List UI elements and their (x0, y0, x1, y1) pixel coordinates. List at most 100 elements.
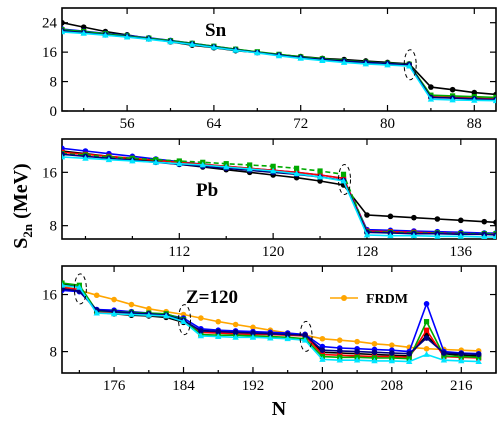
data-point (198, 328, 204, 334)
data-point (427, 95, 435, 102)
data-point (80, 29, 87, 36)
x-tick-label: 64 (206, 116, 222, 132)
x-tick-label: 184 (172, 378, 195, 394)
data-point (387, 213, 394, 220)
x-tick-label: 72 (293, 116, 308, 132)
data-point (364, 212, 370, 218)
data-point (319, 335, 326, 342)
data-point (371, 357, 378, 364)
data-point (246, 165, 253, 172)
series-line (62, 285, 479, 352)
x-tick-label: 80 (380, 116, 395, 132)
data-point (411, 214, 417, 221)
data-point (406, 358, 413, 364)
x-tick-label: 176 (103, 378, 126, 394)
data-point (316, 173, 324, 180)
data-point (475, 351, 482, 358)
x-tick-label: 56 (120, 116, 136, 132)
y-tick-label: 0 (50, 104, 58, 120)
data-point (105, 156, 113, 163)
data-point (270, 163, 276, 169)
data-point (340, 171, 347, 177)
shell-closure-marker (338, 164, 352, 196)
data-point (162, 312, 170, 319)
data-point (62, 153, 66, 160)
shell-closure-marker (403, 49, 417, 81)
data-point (62, 19, 65, 26)
panel-title-z120: Z=120 (186, 287, 238, 308)
data-point (102, 31, 109, 38)
data-point (340, 59, 348, 65)
data-point (389, 342, 395, 348)
data-point (62, 145, 65, 152)
data-point (189, 41, 196, 47)
legend: FRDM (330, 292, 408, 307)
x-tick-label: 216 (450, 378, 473, 394)
series-4 (62, 151, 496, 238)
panel-sn: 56 64 72 80 88 0 8 16 24 Sn (42, 7, 497, 132)
data-point (317, 168, 323, 174)
data-point (493, 219, 496, 226)
y-tick-label: 16 (42, 45, 58, 61)
data-point (423, 301, 430, 307)
data-point (301, 336, 309, 343)
series-line (62, 150, 496, 224)
data-point (493, 233, 496, 239)
shell-closure-marker (299, 320, 313, 352)
series-1 (62, 281, 482, 359)
data-point (481, 233, 488, 239)
data-point (146, 306, 152, 312)
data-point (62, 280, 65, 286)
data-point (388, 357, 396, 364)
data-point (267, 334, 274, 341)
data-point (406, 62, 413, 69)
data-point (198, 315, 204, 321)
data-point (458, 350, 465, 357)
data-point (128, 311, 135, 317)
series-line (62, 284, 479, 363)
y-tick-label: 8 (50, 345, 58, 361)
x-tick-label: 208 (381, 378, 404, 394)
x-tick-label: 112 (168, 244, 190, 260)
data-point (317, 178, 323, 184)
data-point (371, 349, 378, 356)
data-point (111, 296, 117, 303)
data-point (223, 163, 230, 170)
data-point (284, 335, 291, 342)
data-point (176, 160, 183, 167)
shell-closure-marker (73, 273, 87, 305)
series-0 (62, 19, 496, 98)
x-tick-label: 192 (242, 378, 265, 394)
series-3 (62, 284, 482, 361)
data-point (254, 49, 261, 56)
data-point (428, 84, 434, 90)
data-point (319, 57, 326, 64)
data-point (232, 46, 239, 53)
data-point (354, 338, 360, 345)
data-point (297, 54, 304, 61)
data-point (284, 331, 291, 338)
series-2 (62, 149, 496, 237)
plot-frame (61, 7, 497, 112)
data-point (362, 60, 369, 67)
y-tick-label: 24 (42, 16, 58, 32)
data-point (167, 38, 174, 45)
data-point (410, 232, 418, 239)
data-point (354, 348, 360, 355)
data-point (449, 96, 456, 103)
data-point (319, 347, 326, 353)
data-point (145, 35, 152, 42)
data-point (336, 337, 343, 343)
data-point (145, 311, 152, 318)
data-point (197, 332, 205, 339)
series-line (62, 31, 496, 102)
data-point (62, 281, 66, 288)
data-point (215, 318, 222, 325)
data-point (336, 356, 343, 363)
series-5 (62, 28, 496, 104)
data-point (458, 217, 464, 224)
y-tick-label: 8 (50, 75, 58, 91)
data-point (293, 170, 300, 177)
data-point (232, 329, 239, 336)
x-tick-label: 88 (467, 116, 482, 132)
